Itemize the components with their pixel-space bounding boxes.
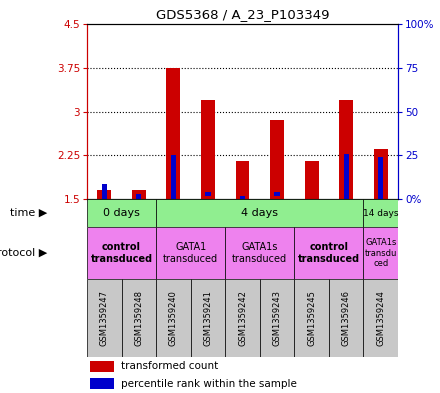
Bar <box>171 155 176 199</box>
Bar <box>275 192 280 196</box>
Bar <box>156 199 363 227</box>
Bar <box>156 279 191 357</box>
Bar <box>90 378 114 389</box>
Text: GATA1s
transdu
ced: GATA1s transdu ced <box>364 238 397 268</box>
Text: control
transduced: control transduced <box>298 242 360 264</box>
Text: GATA1s
transduced: GATA1s transduced <box>232 242 287 264</box>
Bar <box>136 194 141 199</box>
Text: GSM1359240: GSM1359240 <box>169 290 178 346</box>
Text: 14 days: 14 days <box>363 209 399 217</box>
Bar <box>294 227 363 279</box>
Bar <box>166 68 180 199</box>
Text: GSM1359243: GSM1359243 <box>272 290 282 346</box>
Text: GSM1359242: GSM1359242 <box>238 290 247 346</box>
Bar <box>260 279 294 357</box>
Text: protocol ▶: protocol ▶ <box>0 248 47 258</box>
Bar <box>363 227 398 279</box>
Bar <box>235 161 249 199</box>
Text: GATA1
transduced: GATA1 transduced <box>163 242 218 264</box>
Text: GSM1359244: GSM1359244 <box>376 290 385 346</box>
Bar <box>132 190 146 199</box>
Bar <box>205 192 210 196</box>
Bar <box>225 279 260 357</box>
Bar <box>90 361 114 372</box>
Bar <box>87 279 121 357</box>
Text: GSM1359248: GSM1359248 <box>134 290 143 346</box>
Text: percentile rank within the sample: percentile rank within the sample <box>121 378 297 389</box>
Text: control
transduced: control transduced <box>91 242 153 264</box>
Text: time ▶: time ▶ <box>10 208 47 218</box>
Bar <box>270 120 284 199</box>
Bar <box>97 190 111 199</box>
Text: transformed count: transformed count <box>121 361 218 371</box>
Bar <box>225 227 294 279</box>
Text: GSM1359241: GSM1359241 <box>203 290 213 346</box>
Bar <box>294 279 329 357</box>
Title: GDS5368 / A_23_P103349: GDS5368 / A_23_P103349 <box>156 8 329 22</box>
Bar <box>87 227 156 279</box>
Bar <box>378 157 383 199</box>
Bar <box>191 279 225 357</box>
Bar <box>87 199 156 227</box>
Bar <box>240 196 245 199</box>
Bar <box>201 100 215 199</box>
Bar <box>102 184 107 199</box>
Bar <box>121 279 156 357</box>
Text: 0 days: 0 days <box>103 208 140 218</box>
Text: 4 days: 4 days <box>241 208 278 218</box>
Bar <box>363 199 398 227</box>
Bar <box>156 227 225 279</box>
Bar <box>344 154 349 199</box>
Bar <box>363 279 398 357</box>
Text: GSM1359247: GSM1359247 <box>100 290 109 346</box>
Bar <box>339 100 353 199</box>
Bar <box>305 161 319 199</box>
Bar <box>374 149 388 199</box>
Text: GSM1359245: GSM1359245 <box>307 290 316 346</box>
Bar <box>329 279 363 357</box>
Text: GSM1359246: GSM1359246 <box>342 290 351 346</box>
